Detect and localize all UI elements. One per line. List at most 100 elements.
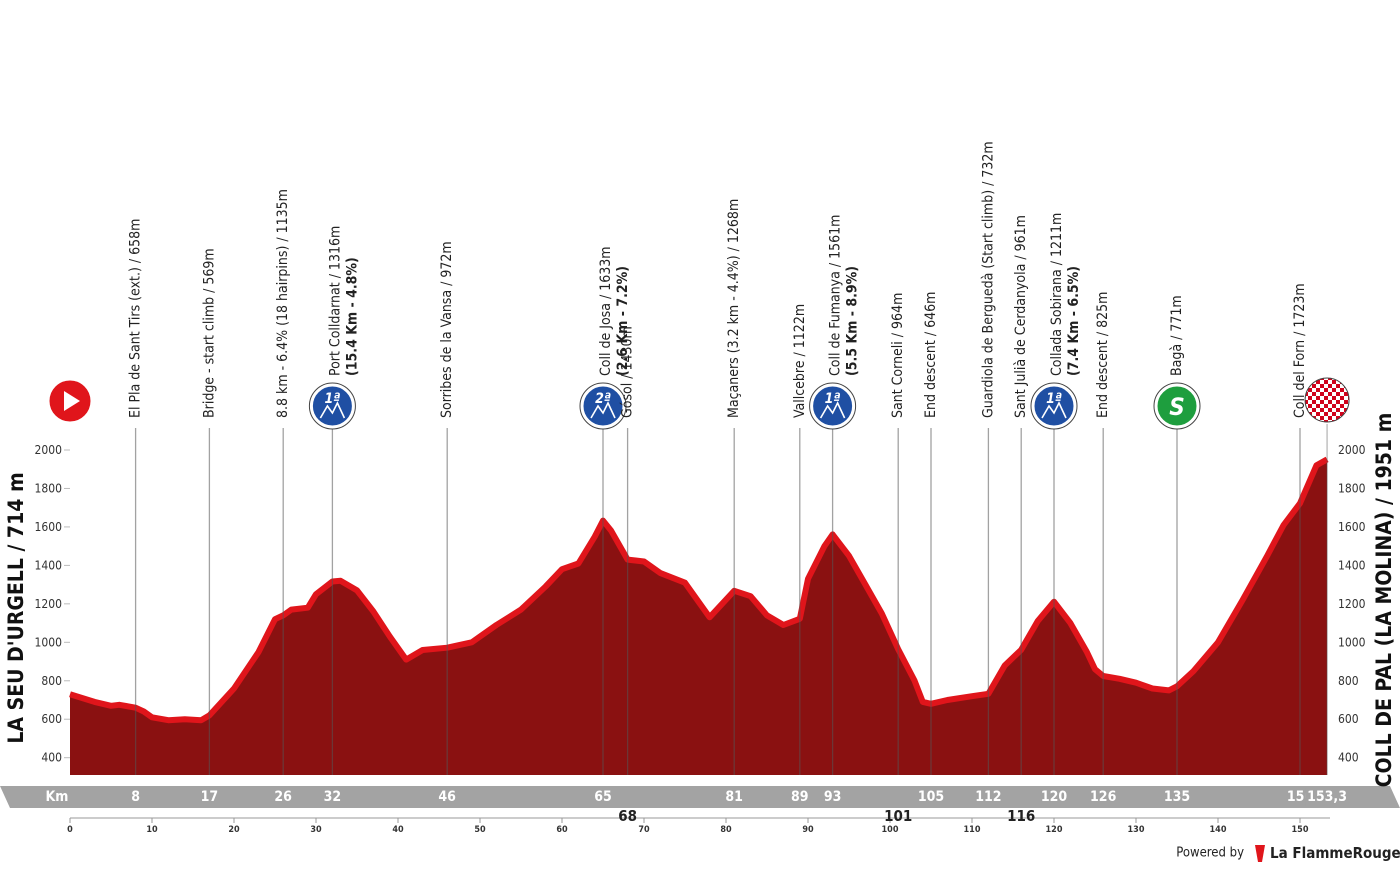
waypoint-icon-ring [1030,382,1078,430]
waypoint-km: 116 [1007,807,1035,825]
brand-logo [1255,845,1265,862]
waypoint-km: 89 [791,789,809,805]
y-tick-label-right: 1800 [1338,481,1366,495]
x-tick-label: 0 [67,825,73,835]
mountain-icon [1041,401,1067,419]
y-tick-label-right: 1600 [1338,520,1366,534]
waypoint-name: Gósol / 1430m [620,326,636,418]
waypoint-name: End descent / 825m [1095,292,1111,418]
waypoint-name: El Pla de Sant Tirs (ext.) / 658m [128,219,144,418]
x-tick-label: 130 [1128,825,1145,835]
waypoint-category: 1ª [324,391,340,407]
waypoint-name: Coll de Fumanya / 1561m [828,215,844,376]
x-tick-label: 80 [720,825,732,835]
waypoint-km: 68 [618,807,637,825]
waypoint-name: Sant Julià de Cerdanyola / 961m [1013,215,1029,418]
mountain-icon [590,401,616,419]
y-tick-label: 1800 [35,481,63,495]
waypoint-icon-ring [308,382,356,430]
y-tick-label-right: 1200 [1338,597,1366,611]
y-tick-label-right: 400 [1338,751,1359,765]
waypoint-km: 93 [824,789,842,805]
mountain-icon [819,401,846,419]
waypoint-icon-ring [1153,382,1201,430]
x-tick-label: 40 [392,825,404,835]
y-tick-label-right: 2000 [1338,443,1366,457]
elevation-area [70,459,1328,775]
x-tick-label: 110 [964,825,981,835]
waypoint-km: 8 [131,789,140,805]
x-tick-label: 150 [1292,825,1309,835]
waypoint-climb: (7.4 Km - 6.5%) [1066,266,1082,376]
x-tick-label: 60 [556,825,568,835]
y-tick-label: 400 [41,751,62,765]
waypoint-name: Port Colldarnat / 1316m [327,226,343,376]
waypoint-name: Bridge - start climb / 569m [201,248,217,418]
waypoint-icon-ring [579,382,627,430]
y-tick-label: 2000 [35,443,63,457]
y-tick-label-right: 1400 [1338,558,1366,572]
y-tick-label-right: 800 [1338,674,1359,688]
finish-name: COLL DE PAL (LA MOLINA) / 1951 m [1372,413,1396,788]
waypoint-name: Vallcebre / 1122m [792,304,808,418]
waypoint-km: 81 [725,789,743,805]
finish-km-box [1305,788,1350,806]
finish-km: 153,3 [1307,789,1347,805]
waypoint-km: 17 [201,789,219,805]
waypoint-name: Coll de Josa / 1633m [598,246,614,376]
start-name: LA SEU D'URGELL / 714 m [4,472,28,743]
waypoint-km: 135 [1164,789,1190,805]
waypoint-name: Maçaners (3.2 km - 4.4%) / 1268m [726,199,742,418]
brand: La FlammeRouge [1270,844,1400,862]
y-tick-label: 600 [41,712,62,726]
km-bar [0,786,1400,808]
waypoint-category: 1ª [1046,391,1062,407]
start-arrow [64,391,80,411]
finish-icon [1304,377,1350,423]
x-tick-label: 20 [228,825,240,835]
waypoint-icon [1154,383,1200,429]
waypoint-km: 101 [884,807,912,825]
waypoint-km: 26 [274,789,292,805]
x-tick-label: 70 [638,825,650,835]
waypoint-category: 1ª [825,391,841,407]
y-tick-label: 1000 [35,635,63,649]
waypoint-name: End descent / 646m [923,292,939,418]
waypoint-name: Coll del Forn / 1723m [1292,283,1308,418]
x-tick-label: 50 [474,825,486,835]
waypoint-km: 65 [594,789,612,805]
y-tick-label: 1600 [35,520,63,534]
waypoint-km: 105 [918,789,944,805]
km-label: Km [46,789,69,805]
y-tick-label: 1200 [35,597,63,611]
waypoint-name: Bagà / 771m [1169,295,1185,376]
waypoint-name: Guardiola de Berguedà (Start climb) / 73… [980,141,996,418]
mountain-icon [319,401,346,419]
waypoint-category: 2ª [595,391,611,407]
x-tick-label: 120 [1046,825,1063,835]
x-tick-label: 10 [146,825,158,835]
x-tick-label: 100 [882,825,899,835]
waypoint-km: 126 [1090,789,1117,805]
x-tick-label: 30 [310,825,322,835]
waypoint-km: 32 [324,789,342,805]
powered-by: Powered by [1176,846,1244,861]
waypoint-name: Sant Corneli / 964m [890,293,906,418]
y-tick-label: 800 [41,674,62,688]
waypoint-category: S [1169,393,1185,421]
y-tick-label-right: 1000 [1338,635,1366,649]
x-tick-label: 90 [802,825,814,835]
waypoint-name: Sorribes de la Vansa / 972m [439,241,455,418]
waypoint-climb: (2.6 Km - 7.2%) [615,266,631,376]
waypoint-climb: (15.4 Km - 4.8%) [344,257,360,376]
waypoint-icon-ring [809,382,857,430]
waypoint-climb: (5.5 Km - 8.9%) [845,266,861,376]
waypoint-km: 112 [975,789,1001,805]
waypoint-name: Collada Sobirana / 1211m [1049,213,1065,376]
x-tick-label: 140 [1210,825,1227,835]
waypoint-km: 46 [438,789,456,805]
waypoint-km: 120 [1041,789,1068,805]
waypoint-name: 8.8 km - 6.4% (18 hairpins) / 1135m [275,189,291,418]
y-tick-label-right: 600 [1338,712,1359,726]
